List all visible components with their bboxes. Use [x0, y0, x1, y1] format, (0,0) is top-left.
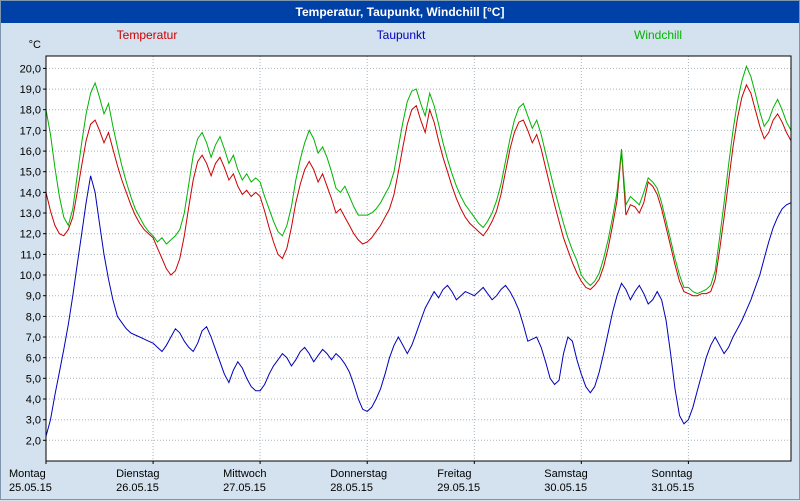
- legend-temperatur: Temperatur: [116, 28, 178, 42]
- y-tick-label: 2,0: [26, 435, 41, 447]
- day-name-label: Donnerstag: [330, 468, 387, 480]
- legend-windchill: Windchill: [633, 28, 683, 42]
- grid: [46, 56, 791, 461]
- y-tick-label: 8,0: [26, 311, 41, 323]
- axis-labels: 2,0 3,0 4,0 5,0 6,0 7,0 8,0 9,0 10,0 11,0 12,0 13,0…: [9, 39, 694, 494]
- chart-title: Temperatur, Taupunkt, Windchill [°C]: [295, 5, 505, 19]
- day-date-label: 31.05.15: [651, 482, 694, 494]
- y-tick-label: 7,0: [26, 332, 41, 344]
- y-tick-label: 12,0: [20, 229, 41, 241]
- y-tick-label: 9,0: [26, 291, 41, 303]
- series-line-windchill: [45, 64, 792, 295]
- title-bar: Temperatur, Taupunkt, Windchill [°C]: [1, 1, 799, 23]
- legend-taupunkt: Taupunkt: [376, 28, 426, 42]
- y-tick-label: 14,0: [20, 187, 41, 199]
- series-line-taupunkt: [45, 175, 792, 437]
- legend: Temperatur Taupunkt Windchill: [1, 28, 799, 44]
- day-date-label: 26.05.15: [116, 482, 159, 494]
- y-tick-label: 18,0: [20, 105, 41, 117]
- y-tick-label: 15,0: [20, 167, 41, 179]
- day-date-label: 25.05.15: [9, 482, 52, 494]
- day-name-label: Freitag: [437, 468, 471, 480]
- chart-plot: 2,0 3,0 4,0 5,0 6,0 7,0 8,0 9,0 10,0 11,0 12,0 13,0…: [9, 39, 792, 494]
- day-name-label: Sonntag: [651, 468, 692, 480]
- y-tick-label: 4,0: [26, 394, 41, 406]
- day-name-label: Mittwoch: [223, 468, 266, 480]
- y-axis-unit: °C: [29, 39, 41, 51]
- y-tick-label: 17,0: [20, 125, 41, 137]
- day-name-label: Samstag: [544, 468, 587, 480]
- day-date-label: 30.05.15: [544, 482, 587, 494]
- series-line-temperatur: [45, 83, 792, 297]
- y-tick-label: 13,0: [20, 208, 41, 220]
- day-name-label: Montag: [9, 468, 46, 480]
- day-date-label: 29.05.15: [437, 482, 480, 494]
- day-date-label: 27.05.15: [223, 482, 266, 494]
- plot-background: [46, 56, 791, 461]
- y-tick-label: 10,0: [20, 270, 41, 282]
- plot-border: [45, 55, 792, 462]
- day-date-label: 28.05.15: [330, 482, 373, 494]
- y-tick-label: 20,0: [20, 63, 41, 75]
- y-tick-label: 5,0: [26, 373, 41, 385]
- day-name-label: Dienstag: [116, 468, 159, 480]
- y-tick-label: 19,0: [20, 84, 41, 96]
- y-tick-label: 6,0: [26, 353, 41, 365]
- y-tick-label: 11,0: [20, 249, 41, 261]
- y-tick-label: 3,0: [26, 415, 41, 427]
- y-tick-label: 16,0: [20, 146, 41, 158]
